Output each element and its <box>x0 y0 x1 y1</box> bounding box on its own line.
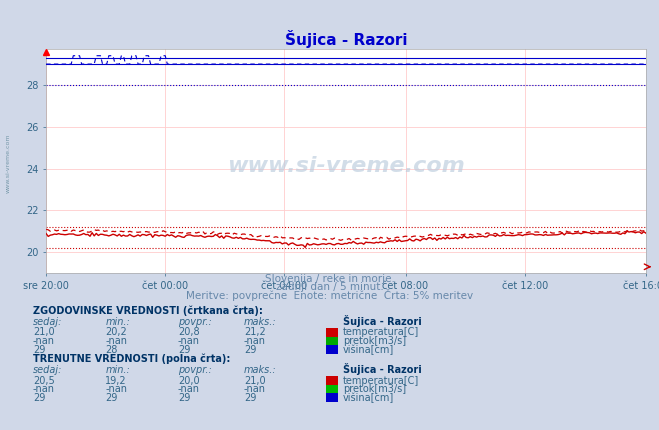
Text: Meritve: povprečne  Enote: metrične  Črta: 5% meritev: Meritve: povprečne Enote: metrične Črta:… <box>186 289 473 301</box>
Text: 29: 29 <box>33 344 45 355</box>
Text: 20,2: 20,2 <box>105 327 127 338</box>
Text: 28: 28 <box>105 344 118 355</box>
Text: maks.:: maks.: <box>244 316 277 327</box>
Text: 21,0: 21,0 <box>33 327 55 338</box>
Text: min.:: min.: <box>105 316 130 327</box>
Text: www.si-vreme.com: www.si-vreme.com <box>5 134 11 193</box>
Text: pretok[m3/s]: pretok[m3/s] <box>343 384 406 394</box>
Text: 29: 29 <box>33 393 45 403</box>
Text: povpr.:: povpr.: <box>178 365 212 375</box>
Text: 20,5: 20,5 <box>33 375 55 386</box>
Text: sedaj:: sedaj: <box>33 365 63 375</box>
Text: sedaj:: sedaj: <box>33 316 63 327</box>
Text: -nan: -nan <box>178 384 200 394</box>
Text: zadnji dan / 5 minut.: zadnji dan / 5 minut. <box>275 282 384 292</box>
Text: -nan: -nan <box>105 384 127 394</box>
Text: -nan: -nan <box>105 336 127 346</box>
Text: -nan: -nan <box>244 384 266 394</box>
Text: temperatura[C]: temperatura[C] <box>343 327 419 338</box>
Text: ZGODOVINSKE VREDNOSTI (črtkana črta):: ZGODOVINSKE VREDNOSTI (črtkana črta): <box>33 305 263 316</box>
Text: 21,2: 21,2 <box>244 327 266 338</box>
Text: www.si-vreme.com: www.si-vreme.com <box>227 156 465 176</box>
Text: min.:: min.: <box>105 365 130 375</box>
Text: pretok[m3/s]: pretok[m3/s] <box>343 336 406 346</box>
Text: 29: 29 <box>244 393 256 403</box>
Text: TRENUTNE VREDNOSTI (polna črta):: TRENUTNE VREDNOSTI (polna črta): <box>33 353 231 364</box>
Text: temperatura[C]: temperatura[C] <box>343 375 419 386</box>
Text: -nan: -nan <box>33 384 55 394</box>
Text: 29: 29 <box>105 393 118 403</box>
Text: 19,2: 19,2 <box>105 375 127 386</box>
Text: 20,0: 20,0 <box>178 375 200 386</box>
Text: višina[cm]: višina[cm] <box>343 392 394 403</box>
Text: maks.:: maks.: <box>244 365 277 375</box>
Text: -nan: -nan <box>178 336 200 346</box>
Text: 29: 29 <box>178 344 190 355</box>
Text: 21,0: 21,0 <box>244 375 266 386</box>
Title: Šujica - Razori: Šujica - Razori <box>285 30 407 48</box>
Text: Šujica - Razori: Šujica - Razori <box>343 315 421 327</box>
Text: -nan: -nan <box>244 336 266 346</box>
Text: povpr.:: povpr.: <box>178 316 212 327</box>
Text: 29: 29 <box>178 393 190 403</box>
Text: 29: 29 <box>244 344 256 355</box>
Text: 20,8: 20,8 <box>178 327 200 338</box>
Text: Šujica - Razori: Šujica - Razori <box>343 363 421 375</box>
Text: Slovenija / reke in morje.: Slovenija / reke in morje. <box>264 273 395 284</box>
Text: -nan: -nan <box>33 336 55 346</box>
Text: višina[cm]: višina[cm] <box>343 344 394 355</box>
